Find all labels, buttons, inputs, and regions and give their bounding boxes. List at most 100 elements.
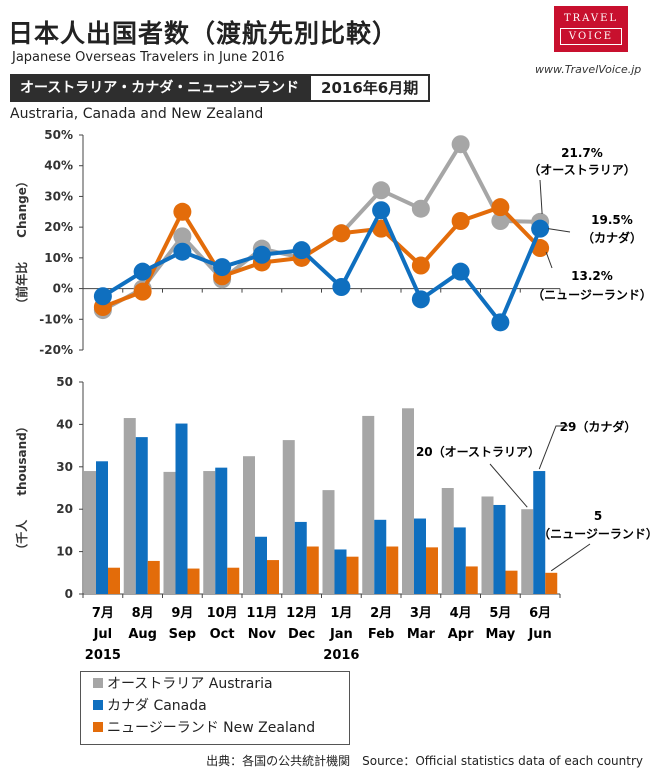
legend-label-australia: オーストラリア Austraria [107,676,273,692]
bar-y-tick-label: 20 [56,502,73,516]
bar-newzealand [267,560,279,594]
legend-entry-newzealand: ニュージーランド New Zealand [81,716,349,738]
line-point-canada [93,287,112,306]
line-series-canada [101,208,542,325]
x-tick-label-month-en: Jan [329,627,353,642]
line-y-tick-label: 30% [44,189,73,203]
bar-y-tick-label: 0 [65,587,73,601]
x-tick-label-month-en: Feb [368,627,394,642]
line-point-newzealand [411,256,430,275]
region-english: Austraria, Canada and New Zealand [10,106,264,122]
bar-australia [402,408,414,594]
line-y-tick-label: 40% [44,159,73,173]
line-y-tick-label: 10% [44,251,73,265]
line-point-australia [491,212,510,230]
logo-text-top: TRAVEL [563,13,619,24]
bar-newzealand [386,546,399,594]
bar-newzealand [545,572,558,594]
x-tick-label-month-en: Dec [288,627,315,642]
x-tick-label-year: 2016 [323,648,359,663]
x-tick-label-month-en: Nov [248,627,277,642]
bar-annotation-canada: 29（カナダ） [560,419,637,434]
bar-newzealand [426,547,438,594]
bar-newzealand [505,570,518,594]
annotation-leader-newzealand [545,251,553,269]
bar-australia [481,496,494,594]
legend-entry-canada: カナダ Canada [81,694,349,716]
x-tick-label-month-en: Aug [128,627,157,642]
bar-newzealand [306,546,319,594]
x-tick-label-month-en: Oct [210,627,235,642]
bar-y-tick-label: 40 [56,417,73,431]
bar-canada [96,461,108,594]
bar-canada [215,467,228,594]
travelvoice-logo: TRAVEL VOICE [554,6,628,52]
bar-leader-australia [489,463,528,508]
x-tick-label-month: 6月 [529,606,551,621]
line-series-australia [101,142,541,312]
x-tick-label-month-en: Apr [448,627,474,642]
line-y-tick-label: -10% [39,312,73,326]
bar-canada [374,519,387,594]
bar-australia [441,488,454,594]
bar-newzealand [227,567,240,594]
annotation-leader-australia [539,179,543,214]
bar-canada [533,471,546,594]
line-y-tick-label: -20% [39,343,73,357]
bar-newzealand [187,568,200,594]
bar-annotation-newzealand-label: （ニュージーランド） [538,526,657,541]
source-note: 出典：各国の公共統計機関 Source：Official statistics … [206,754,643,768]
bar-canada [334,549,347,594]
line-point-canada [173,242,192,261]
x-tick-label-month: 9月 [171,606,193,621]
bar-newzealand [346,556,359,594]
bar-australia [362,415,375,594]
x-tick-label-month: 8月 [132,606,154,621]
bar-australia [203,471,216,594]
bar-newzealand [147,560,160,594]
bar-australia [123,418,136,594]
line-point-canada [332,278,351,297]
x-tick-label-month-en: Mar [407,627,436,642]
line-point-australia [173,227,192,246]
chart-subtitle: Japanese Overseas Travelers in June 2016 [12,50,285,65]
bar-canada [453,527,466,594]
x-tick-label-year: 2015 [85,648,121,663]
bar-y-tick-label: 10 [56,545,73,559]
bar-y-tick-label: 50 [56,375,73,389]
line-point-canada [133,262,152,281]
legend-label-canada: カナダ Canada [107,698,207,714]
bar-leader-newzealand [550,543,591,572]
annotation-value-newzealand: 13.2% [571,269,613,283]
x-tick-label-month: 11月 [246,606,277,621]
line-point-canada [372,201,391,220]
x-tick-label-month: 1月 [330,606,352,621]
annotation-label-australia: （オーストラリア） [528,162,635,177]
x-tick-label-month-en: Jul [93,627,113,642]
line-point-canada [451,262,470,281]
bar-canada [294,521,307,594]
line-y-tick-label: 50% [44,128,73,142]
line-point-canada [531,219,550,238]
bar-canada [175,423,188,594]
line-point-canada [213,258,232,277]
line-y-axis-label: （前年比 Change） [14,175,29,310]
bar-australia [322,490,335,594]
x-tick-label-month: 4月 [450,606,472,621]
line-point-newzealand [451,212,470,230]
x-tick-label-month-en: Sep [169,627,197,642]
x-tick-label-month: 12月 [286,606,317,621]
legend-label-newzealand: ニュージーランド New Zealand [107,720,316,736]
line-y-tick-label: 20% [44,220,73,234]
x-tick-label-month: 2月 [370,606,392,621]
bar-australia [163,471,176,594]
x-tick-label-month: 3月 [410,606,432,621]
bar-annotation-newzealand: 5 [594,509,602,523]
bar-y-axis-label: （千人 thousand） [14,420,29,555]
legend: オーストラリア Austraria カナダ Canada ニュージーランド Ne… [80,671,350,745]
line-point-australia [451,135,470,154]
annotation-label-newzealand: （ニュージーランド） [532,287,652,302]
legend-swatch-newzealand [93,722,103,732]
annotation-label-canada: （カナダ） [582,230,642,245]
